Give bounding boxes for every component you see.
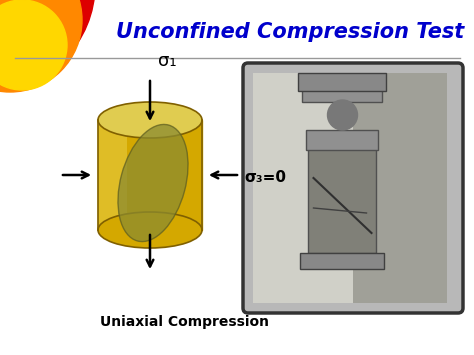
Ellipse shape: [118, 125, 188, 241]
FancyBboxPatch shape: [243, 63, 463, 313]
Text: Unconfined Compression Test: Unconfined Compression Test: [116, 22, 464, 42]
Text: σ₃=0: σ₃=0: [244, 169, 286, 185]
Bar: [253, 73, 358, 303]
Circle shape: [0, 0, 67, 90]
Ellipse shape: [98, 102, 202, 138]
Circle shape: [328, 100, 357, 130]
Bar: [301, 253, 384, 269]
Circle shape: [0, 0, 82, 92]
Bar: [353, 73, 447, 303]
Circle shape: [0, 0, 95, 90]
Ellipse shape: [98, 212, 202, 248]
FancyBboxPatch shape: [98, 120, 202, 230]
FancyBboxPatch shape: [98, 120, 127, 230]
Text: Uniaxial Compression: Uniaxial Compression: [100, 315, 270, 329]
Text: σ₁: σ₁: [158, 52, 177, 70]
Bar: [309, 148, 376, 253]
Bar: [307, 130, 379, 150]
Bar: [302, 82, 383, 102]
Bar: [299, 73, 386, 91]
